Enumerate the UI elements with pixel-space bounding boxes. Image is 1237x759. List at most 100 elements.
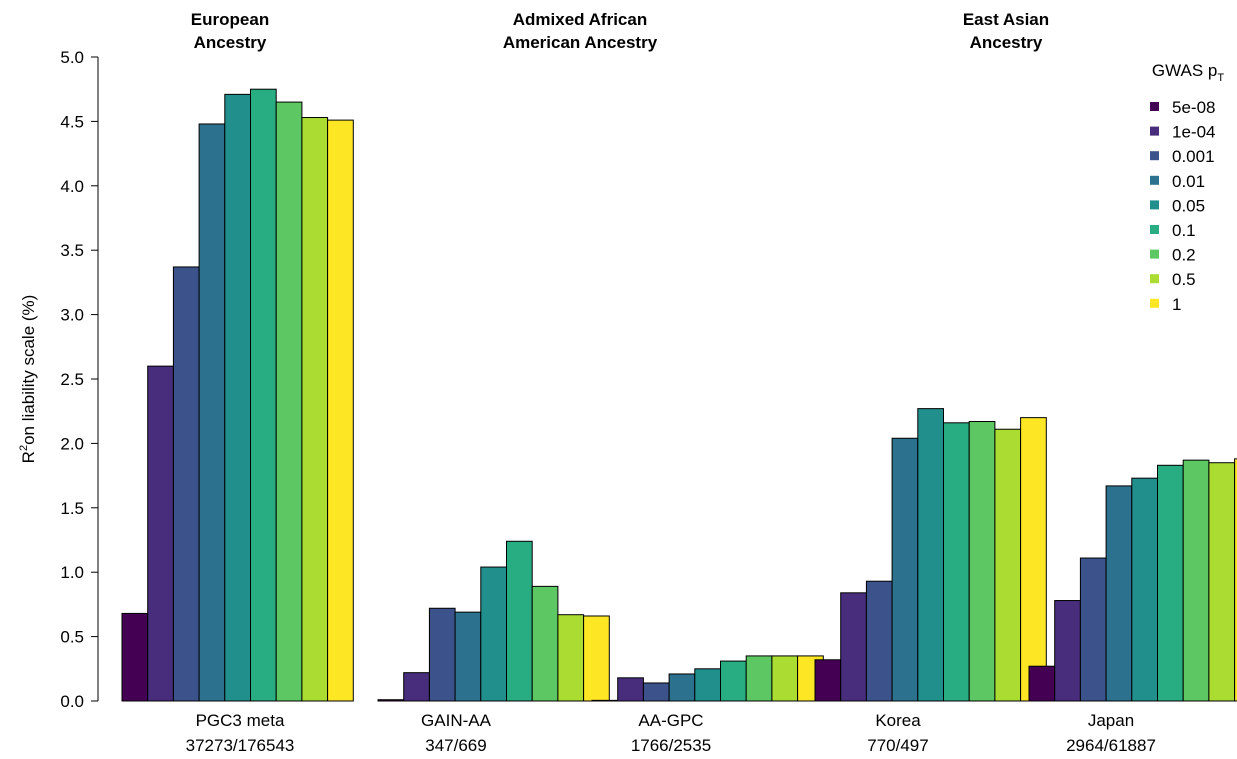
category-label: Korea [875,711,921,730]
bar [840,592,867,702]
bar [814,659,842,702]
bar [480,566,507,702]
bar [147,365,174,702]
bar [994,428,1022,702]
legend-label: 1 [1172,295,1181,314]
legend-swatch [1150,102,1159,111]
group-title: East Asian [963,10,1049,29]
category-label: PGC3 meta [196,711,285,730]
category-label: AA-GPC [638,711,703,730]
legend-label: 0.5 [1172,270,1196,289]
legend-swatch [1150,126,1159,136]
bar [531,585,559,702]
bar [745,655,773,702]
y-tick-label: 4.5 [60,112,84,131]
bar [121,612,149,702]
category-counts: 37273/176543 [186,736,295,755]
bar [720,660,747,702]
y-tick-label: 2.0 [60,434,84,453]
bar [275,101,303,702]
y-axis-title-rest: on liability scale (%) [19,295,38,445]
y-tick-label: 1.5 [60,499,84,518]
bar [224,93,252,702]
group-title: American Ancestry [503,33,658,52]
legend-label: 1e-04 [1172,123,1215,142]
bar [1208,462,1236,702]
y-axis-title: R2on liability scale (%) [18,295,38,464]
bar-group [377,540,610,702]
bar [1079,557,1107,702]
bar [198,123,226,702]
legend-title-sub: T [1217,72,1224,84]
bar [1054,600,1081,702]
bar [668,673,696,702]
bar [403,672,430,702]
bar [1020,417,1047,702]
bar [172,266,200,702]
bar [327,119,354,702]
legend-swatch [1150,298,1159,308]
bar [865,580,893,702]
y-tick-label: 5.0 [60,48,84,67]
legend-swatch [1150,200,1159,210]
legend-label: 0.001 [1172,147,1215,166]
legend-label: 0.2 [1172,246,1196,265]
bar [1028,665,1056,702]
group-title: Ancestry [970,33,1043,52]
bar [968,421,996,702]
bar [694,668,721,702]
bars [121,88,1237,702]
y-tick-label: 2.5 [60,370,84,389]
bar [1105,485,1133,702]
y-tick-label: 3.0 [60,306,84,325]
legend-label: 5e-08 [1172,98,1215,117]
bar [557,614,585,702]
bar [1131,477,1159,702]
y-axis: 0.0 0.5 1.0 1.5 2.0 2.5 3.0 3.5 4.0 4.5 5.0 [60,48,99,711]
bar-group [591,655,824,702]
y-tick-label: 0.5 [60,628,84,647]
y-tick-label: 1.0 [60,563,84,582]
group-title: European [191,10,269,29]
bar-group [814,408,1047,702]
group-titles: European Ancestry Admixed African American … [191,10,1049,52]
legend-label: 0.01 [1172,172,1205,191]
legend-swatch [1150,151,1159,161]
group-title: Admixed African [513,10,647,29]
x-axis: PGC3 meta 37273/176543 GAIN-AA 347/669 AA-GP… [122,700,1237,755]
bar [642,682,670,702]
legend-title-main: GWAS p [1152,61,1218,80]
bar [891,437,919,702]
legend-title: GWAS pT [1152,61,1225,84]
bar-group [1028,458,1237,702]
bar [583,615,610,702]
bar [301,117,329,702]
legend-swatch [1150,274,1159,284]
y-axis-title-main: R [19,451,38,463]
bar [917,408,944,702]
group-title: Ancestry [194,33,267,52]
bar [1182,459,1210,702]
y-tick-label: 3.5 [60,241,84,260]
bar [771,655,799,702]
bar [1234,458,1237,702]
legend: GWAS pT 5e-08 1e-04 0.001 0.01 0.05 0.1 0.2 0.5… [1150,61,1224,314]
y-tick-label: 4.0 [60,177,84,196]
legend-label: 0.05 [1172,196,1205,215]
legend-swatch [1150,175,1159,185]
bar [454,611,482,702]
bar [506,540,533,702]
category-counts: 347/669 [425,736,486,755]
bar-group [121,88,354,702]
y-tick-label: 0.0 [60,692,84,711]
category-label: GAIN-AA [421,711,492,730]
category-label: Japan [1088,711,1134,730]
category-counts: 770/497 [867,736,928,755]
bar [250,88,277,702]
bar [617,677,644,702]
legend-swatch [1150,225,1159,234]
legend-label: 0.1 [1172,221,1196,240]
bar [943,422,970,702]
y-axis-title-sup: 2 [18,445,30,451]
